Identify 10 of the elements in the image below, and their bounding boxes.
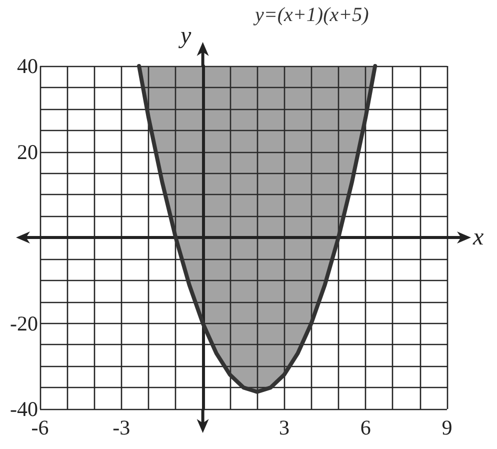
x-tick-label: -3 (112, 416, 130, 440)
x-tick-label: 3 (278, 416, 290, 440)
x-axis-title: x (472, 224, 484, 250)
y-tick-label: 20 (17, 140, 38, 164)
text: y=(x+1)(x+5) (253, 4, 370, 26)
x-tick-label: 6 (360, 416, 371, 440)
x-tick-label: 9 (442, 416, 452, 440)
y-tick-label: 40 (17, 54, 38, 78)
y-axis-title: y (178, 23, 192, 49)
y-tick-label: -20 (10, 311, 38, 336)
